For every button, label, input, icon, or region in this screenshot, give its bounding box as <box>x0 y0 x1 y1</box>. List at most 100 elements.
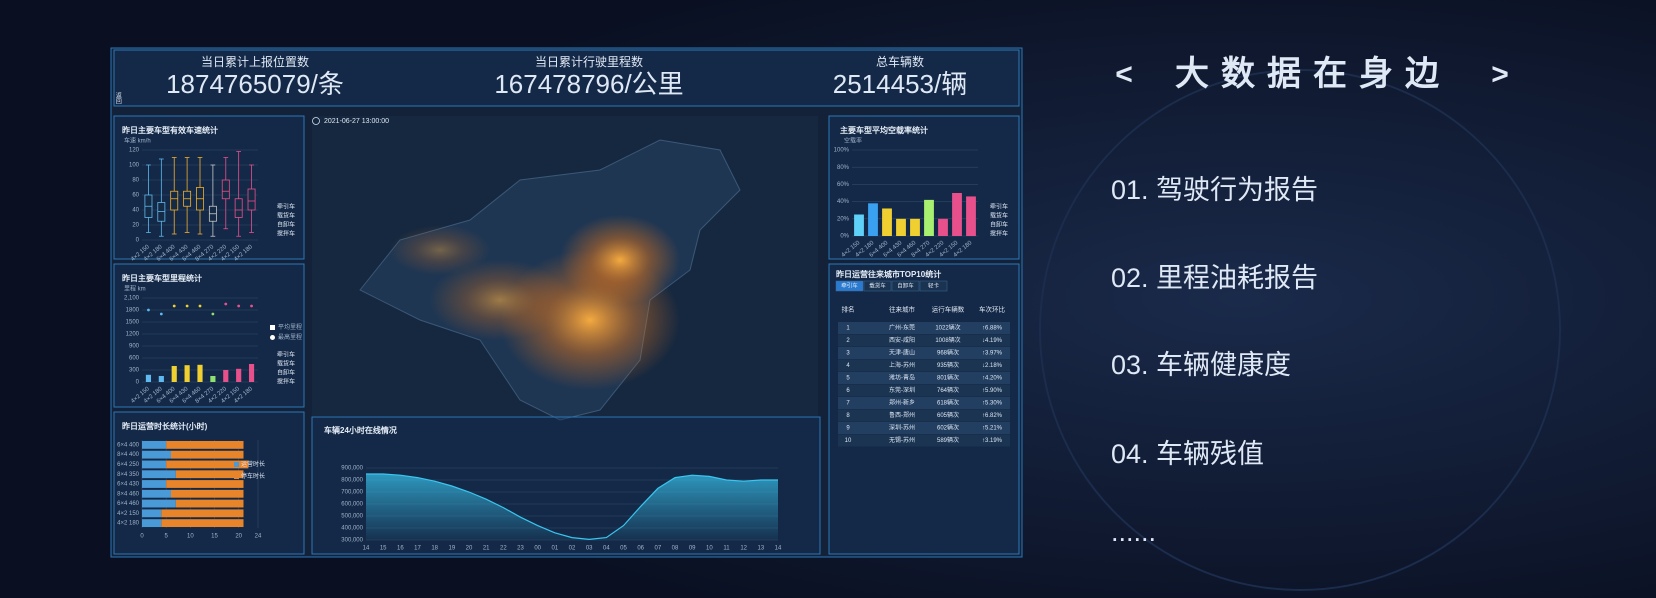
x-tick-label: 16 <box>397 546 404 552</box>
table-cell: 潍坊-青岛 <box>889 374 915 382</box>
tab-label[interactable]: 自卸车 <box>897 281 914 289</box>
y-tick-label: 300 <box>129 368 140 374</box>
y-tick-label: 2,100 <box>124 296 140 302</box>
table-cell: ↑3.97% <box>982 351 1003 357</box>
legend-label: 停车时长 <box>241 472 265 480</box>
table-cell: 589辆次 <box>937 436 959 444</box>
table-cell: 6 <box>846 388 850 394</box>
legend-swatch <box>270 325 275 330</box>
side-title: 大数据在身边 <box>1175 55 1451 93</box>
y-tick-label: 6×4 430 <box>117 482 140 488</box>
legend-swatch <box>234 474 239 479</box>
bar-segment <box>142 440 167 449</box>
panel <box>113 115 305 260</box>
bar <box>854 214 864 236</box>
legend-label: 自卸车 <box>277 221 295 229</box>
side-item: 02. 里程油耗报告 <box>1111 263 1318 293</box>
side-item: ...... <box>1111 517 1156 547</box>
panel-title: 昨日主要车型里程统计 <box>122 273 202 283</box>
x-tick-label: 10 <box>706 546 713 552</box>
bar-segment <box>171 489 244 498</box>
table-cell: 广州-东莞 <box>889 324 915 332</box>
table-row <box>838 409 1010 422</box>
table-cell: 3 <box>846 351 850 357</box>
y-tick-label: 6×4 250 <box>117 462 140 468</box>
x-tick-label: 03 <box>586 546 593 552</box>
x-tick-label: 14 <box>775 546 782 552</box>
y-tick-label: 60% <box>837 182 850 188</box>
bar <box>197 364 203 382</box>
bar <box>868 203 878 236</box>
box <box>247 188 256 211</box>
table-cell: 深圳-苏州 <box>889 424 915 432</box>
max-dot <box>198 304 202 308</box>
bar <box>184 365 190 382</box>
table-row <box>838 397 1010 409</box>
y-tick-label: 8×4 460 <box>117 491 140 497</box>
x-tick-label: 14 <box>363 546 370 552</box>
axis-unit: 空载率 <box>844 137 862 145</box>
tab[interactable] <box>863 280 892 292</box>
y-tick-label: 300,000 <box>341 538 363 544</box>
kpi-label: 当日累计行驶里程数 <box>535 54 643 69</box>
legend-swatch <box>270 335 275 340</box>
bar <box>210 376 216 382</box>
tab[interactable] <box>919 280 948 292</box>
table-row <box>838 322 1010 334</box>
back-button[interactable]: 返回 <box>114 92 121 105</box>
y-tick-label: 4×2 150 <box>117 511 140 517</box>
map-glow <box>560 215 680 305</box>
legend-label: 载货车 <box>990 212 1008 220</box>
table-cell: 2 <box>846 338 850 344</box>
tab[interactable] <box>835 280 864 292</box>
table-row <box>838 372 1010 384</box>
y-tick-label: 100% <box>834 148 850 154</box>
y-tick-label: 0 <box>136 238 140 244</box>
tab[interactable] <box>891 280 920 292</box>
legend-label: 载货车 <box>277 212 295 220</box>
table-cell: 天津-唐山 <box>889 349 915 357</box>
table-cell: 618辆次 <box>937 399 959 407</box>
max-dot <box>159 312 163 316</box>
table-cell: ↑6.82% <box>982 413 1003 419</box>
legend-label: 自卸车 <box>277 369 295 377</box>
tab-label[interactable]: 牵引车 <box>841 281 858 289</box>
bar-segment <box>142 499 176 508</box>
x-tick-label: 17 <box>414 546 421 552</box>
table-cell: 1 <box>846 326 850 332</box>
x-tick-label: 01 <box>551 546 558 552</box>
y-tick-label: 600 <box>129 356 140 362</box>
table-header: 排名 <box>842 305 855 314</box>
max-dot <box>147 308 150 312</box>
max-dot <box>237 304 241 308</box>
bar <box>966 196 976 236</box>
max-dot <box>172 304 176 308</box>
x-tick-label: 02 <box>569 546 576 552</box>
panel <box>113 263 305 408</box>
kpi-value: 167478796/公里 <box>494 69 683 99</box>
table-row <box>838 334 1010 347</box>
tab-label[interactable]: 载货车 <box>869 281 886 289</box>
legend-label: 载货车 <box>277 360 295 368</box>
bar-segment <box>166 460 249 469</box>
x-tick-label: 0 <box>140 534 144 540</box>
table-cell: ↓4.19% <box>982 338 1003 344</box>
table-cell: 605辆次 <box>937 411 959 419</box>
legend-label: 平均里程 <box>278 323 302 331</box>
legend-label: 牵引车 <box>277 203 295 211</box>
x-tick-label: 15 <box>380 546 387 552</box>
tab-label[interactable]: 轻卡 <box>928 281 940 289</box>
table-cell: 5 <box>846 376 850 382</box>
x-tick-label: 20 <box>466 546 473 552</box>
x-tick-label: 15 <box>211 534 218 540</box>
legend-label: 自卸车 <box>990 221 1008 229</box>
bar-segment <box>161 519 244 528</box>
table-cell: 东莞-深圳 <box>889 386 915 394</box>
legend-label: 牵引车 <box>277 351 295 359</box>
table-row <box>838 359 1010 372</box>
legend-swatch <box>234 462 239 467</box>
x-tick-label: 11 <box>723 546 730 552</box>
side-item: 01. 驾驶行为报告 <box>1111 175 1318 205</box>
bar-segment <box>142 480 167 488</box>
